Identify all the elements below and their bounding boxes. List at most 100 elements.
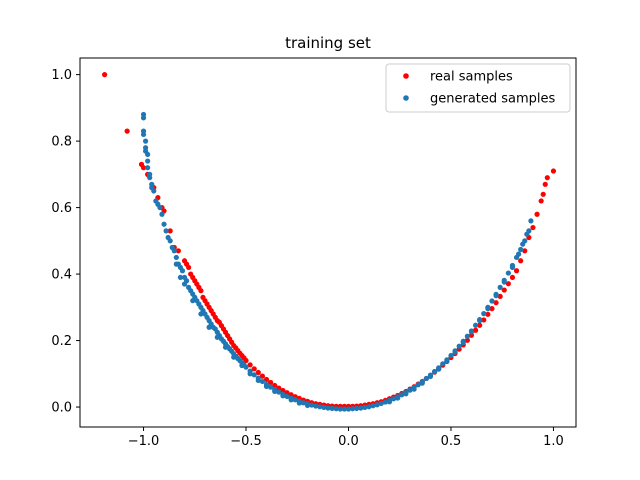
data-point [436, 366, 442, 372]
data-point [268, 384, 274, 390]
data-point [159, 211, 165, 217]
legend: real samples generated samples [385, 63, 571, 113]
data-point [147, 175, 153, 181]
data-point [222, 344, 229, 350]
data-point [411, 386, 417, 392]
y-tick-label: 0.2 [51, 334, 72, 349]
data-point [214, 334, 220, 340]
data-point [528, 218, 534, 224]
legend-label: real samples [430, 70, 513, 85]
data-point [284, 393, 290, 400]
data-point [325, 405, 331, 411]
data-point [243, 357, 249, 364]
axes-frame [79, 57, 577, 428]
data-point [472, 322, 479, 328]
plot-area: −1.0 −0.5 0.0 0.5 1.0 0.0 0.2 0.4 0.6 0.8 1.0 [51, 57, 577, 449]
data-point [370, 403, 376, 409]
data-point [505, 281, 511, 287]
data-point [268, 379, 274, 386]
y-tick-label: 0.8 [51, 135, 72, 150]
data-point [415, 382, 421, 388]
data-point [163, 228, 169, 234]
data-point [497, 284, 503, 290]
data-point [272, 382, 278, 389]
data-point [350, 406, 356, 412]
x-tick-label: 0.5 [441, 434, 462, 449]
data-point [145, 165, 151, 171]
data-point [161, 221, 167, 227]
data-point [167, 228, 173, 234]
data-point [255, 377, 261, 384]
data-point [399, 392, 405, 398]
data-point [175, 248, 181, 254]
markers-group [102, 72, 557, 412]
data-point [395, 395, 401, 401]
data-point [448, 352, 454, 359]
data-point [403, 391, 409, 397]
data-point [333, 406, 339, 412]
data-point [173, 261, 179, 267]
data-point [464, 333, 470, 339]
data-point [477, 322, 483, 328]
data-point [516, 251, 522, 257]
data-point [177, 274, 184, 281]
data-point [489, 298, 495, 304]
data-point [181, 281, 188, 287]
data-point [493, 293, 499, 299]
data-point [145, 151, 151, 158]
data-point [374, 402, 380, 408]
data-point [540, 191, 546, 197]
data-point [345, 406, 352, 412]
data-point [509, 274, 516, 281]
data-point [505, 270, 511, 276]
data-point [501, 287, 507, 293]
legend-marker [403, 95, 409, 101]
data-point [280, 393, 286, 399]
data-point [247, 362, 253, 368]
data-point [337, 406, 343, 412]
data-point [522, 248, 528, 254]
data-point [518, 246, 524, 253]
data-point [489, 306, 495, 312]
data-point [497, 293, 503, 299]
data-point [321, 404, 327, 410]
data-point [186, 264, 192, 271]
data-point [124, 128, 130, 134]
data-point [140, 115, 147, 121]
series-generated-samples [140, 111, 534, 412]
data-point [407, 387, 413, 393]
data-point [276, 389, 282, 395]
data-point [171, 248, 177, 254]
data-point [513, 268, 520, 274]
data-point [198, 311, 204, 317]
data-point [427, 373, 434, 380]
data-point [366, 404, 372, 410]
data-point [464, 337, 470, 343]
data-point [550, 168, 557, 174]
data-point [190, 298, 196, 304]
data-point [157, 204, 163, 211]
data-point [198, 288, 204, 294]
data-point [419, 380, 425, 386]
data-point [317, 404, 323, 410]
data-point [468, 329, 475, 335]
data-point [485, 311, 491, 317]
data-point [518, 258, 524, 264]
data-point [296, 400, 302, 406]
data-point [239, 362, 245, 369]
data-point [481, 317, 487, 323]
data-point [472, 327, 479, 333]
data-point [542, 181, 548, 187]
data-point [276, 385, 282, 391]
data-point [390, 396, 397, 402]
data-point [251, 366, 257, 372]
data-point [284, 390, 290, 396]
data-point [431, 368, 438, 375]
data-point [382, 399, 388, 405]
data-point [456, 343, 462, 349]
y-tick-label: 0.6 [51, 201, 72, 216]
data-point [231, 354, 237, 360]
data-point [522, 238, 528, 244]
data-point [501, 279, 507, 285]
